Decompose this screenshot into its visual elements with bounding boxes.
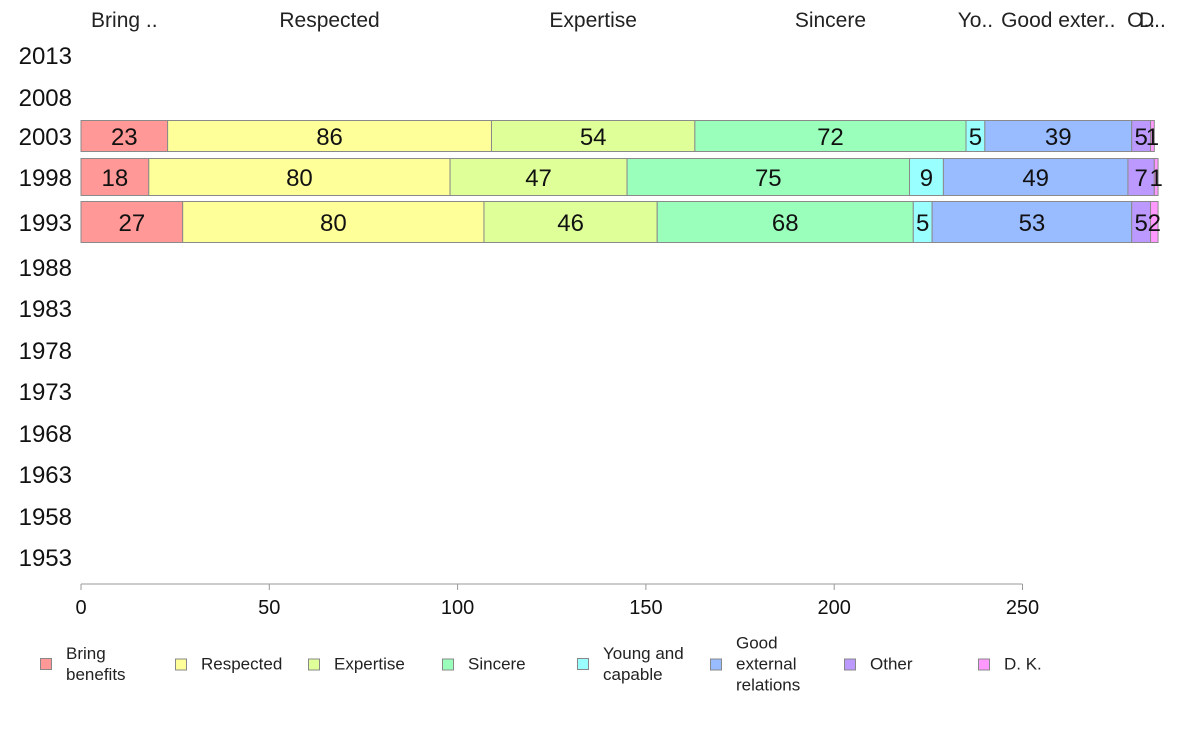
legend-item: Other xyxy=(844,654,913,675)
bar-value-label: 27 xyxy=(118,210,145,237)
x-tick-label: 200 xyxy=(818,597,851,619)
legend-swatch xyxy=(710,658,722,670)
bar-value-label: 7 xyxy=(1134,165,1147,192)
bar-segment xyxy=(1127,158,1155,196)
segment-header-label: Expertise xyxy=(549,9,637,32)
bar-value-label: 18 xyxy=(102,165,129,192)
legend-item: Expertise xyxy=(308,654,405,675)
year-axis-labels: 2013 2008 2003 1998 1993 1988 1983 1978 1973 1968… xyxy=(19,43,72,572)
bar-value-label: 5 xyxy=(1134,124,1147,151)
bar-value-label: 80 xyxy=(286,165,313,192)
legend-swatch xyxy=(308,658,320,670)
legend-label: D. K. xyxy=(1004,654,1042,674)
legend-label: Bring benefits xyxy=(66,644,126,684)
bar-value-label: 54 xyxy=(580,124,607,151)
legend-label: Respected xyxy=(201,654,283,674)
bar-value-label: 5 xyxy=(969,124,982,151)
bar-value-label: 5 xyxy=(916,210,929,237)
bar-segment xyxy=(626,158,911,196)
bar-segment xyxy=(1150,120,1155,152)
bar-value-label: 49 xyxy=(1022,165,1049,192)
bar-value-label: 46 xyxy=(557,210,584,237)
bar-segment xyxy=(148,158,451,196)
legend-item: D. K. xyxy=(978,654,1042,675)
bar-value-label: 72 xyxy=(817,124,844,151)
segment-header-label: Yo.. xyxy=(958,9,993,32)
year-label: 1968 xyxy=(19,421,72,448)
legend: Bring benefits Respected Expertise Sincere Yo… xyxy=(0,632,1188,702)
bar-segment xyxy=(942,158,1129,196)
bar-value-label: 1 xyxy=(1150,165,1163,192)
year-label: 1998 xyxy=(19,165,72,192)
bar-value-label: 47 xyxy=(525,165,552,192)
segment-header-labels: Bring .. Respected Expertise Sincere Yo.. Goo… xyxy=(91,9,1166,32)
legend-label: Other xyxy=(870,654,913,674)
legend-label: Sincere xyxy=(468,654,526,674)
bar-segment xyxy=(1150,201,1159,243)
year-label: 2008 xyxy=(19,85,72,112)
x-tick-label: 250 xyxy=(1006,597,1039,619)
year-label: 2003 xyxy=(19,124,72,151)
x-axis: 0 50 100 150 200 250 xyxy=(75,583,1039,619)
bar-value-label: 9 xyxy=(920,165,933,192)
segment-header-label: Bring .. xyxy=(91,9,158,32)
segment-header-label: D.. xyxy=(1139,9,1166,32)
bar-segment xyxy=(931,201,1133,243)
segment-header-label: Good exter.. xyxy=(1001,9,1115,32)
legend-item: Young and capable xyxy=(577,643,684,685)
bar-segment xyxy=(80,158,150,196)
year-label: 1978 xyxy=(19,338,72,365)
year-label: 1993 xyxy=(19,210,72,237)
legend-item: Respected xyxy=(175,654,282,675)
legend-swatch xyxy=(442,658,454,670)
legend-label: Young and capable xyxy=(603,644,684,684)
legend-swatch xyxy=(40,658,52,670)
x-tick-label: 0 xyxy=(75,597,86,619)
legend-label: Good external relations xyxy=(736,633,801,695)
bar-value-label: 39 xyxy=(1045,124,1072,151)
legend-swatch xyxy=(577,658,589,670)
stacked-bar-chart: Bring .. Respected Expertise Sincere Yo.. Goo… xyxy=(19,9,1166,619)
bar-segment xyxy=(984,120,1133,152)
bar-value-label: 80 xyxy=(320,210,347,237)
legend-swatch xyxy=(978,658,990,670)
year-label: 1988 xyxy=(19,255,72,282)
bar-value-label: 68 xyxy=(772,210,799,237)
x-tick-label: 50 xyxy=(258,597,280,619)
bar-value-label: 23 xyxy=(111,124,138,151)
legend-swatch xyxy=(175,658,187,670)
bar-segment xyxy=(167,120,492,152)
year-label: 2013 xyxy=(19,43,72,70)
year-label: 1958 xyxy=(19,504,72,531)
legend-item: Bring benefits xyxy=(40,643,126,685)
x-tick-label: 150 xyxy=(629,597,662,619)
year-label: 1983 xyxy=(19,296,72,323)
bar-value-label: 1 xyxy=(1146,124,1159,151)
year-label: 1953 xyxy=(19,545,72,572)
x-tick-label: 100 xyxy=(441,597,474,619)
bar-value-label: 86 xyxy=(316,124,343,151)
legend-item: Good external relations xyxy=(710,633,800,696)
bar-value-label: 2 xyxy=(1148,210,1161,237)
bar-value-label: 53 xyxy=(1019,210,1046,237)
bar-segment xyxy=(656,201,914,243)
segment-header-label: O.. xyxy=(1127,9,1155,32)
year-label: 1963 xyxy=(19,462,72,489)
segment-header-label: Respected xyxy=(279,9,379,32)
year-label: 1973 xyxy=(19,379,72,406)
bar-value-label: 75 xyxy=(755,165,782,192)
bar-value-label: 5 xyxy=(1134,210,1147,237)
legend-swatch xyxy=(844,658,856,670)
legend-item: Sincere xyxy=(442,654,526,675)
legend-label: Expertise xyxy=(334,654,405,674)
bar-segment xyxy=(1153,158,1159,196)
segment-header-label: Sincere xyxy=(795,9,866,32)
